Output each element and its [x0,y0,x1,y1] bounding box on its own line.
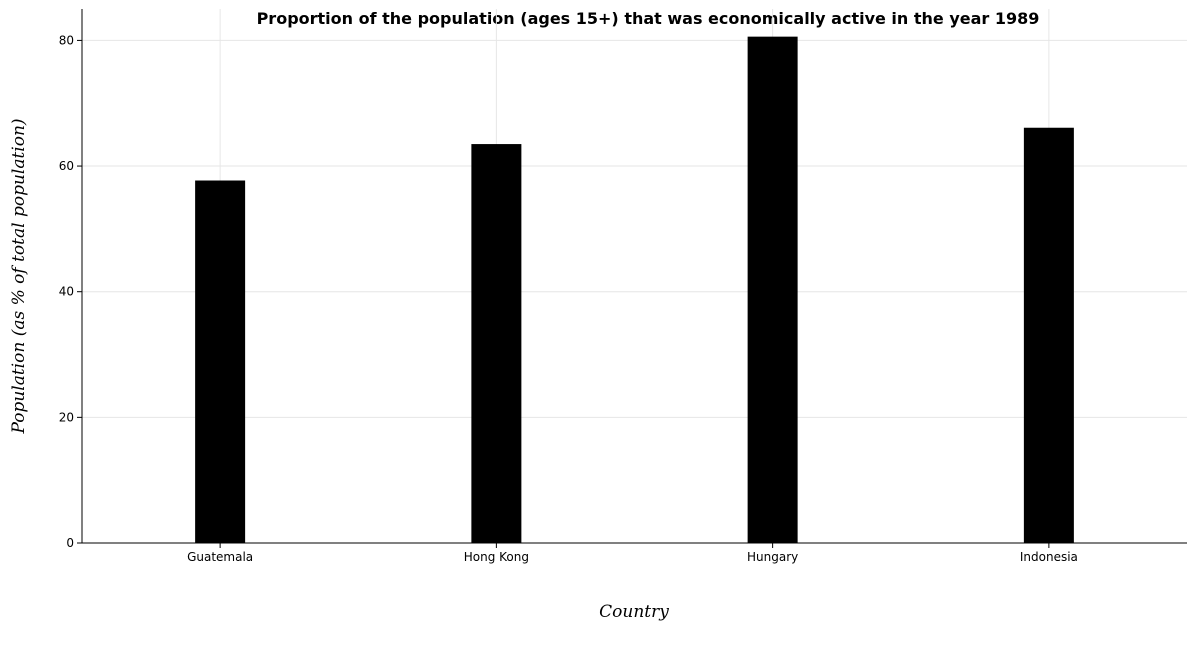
y-axis-label: Population (as % of total population) [9,118,29,434]
y-tick-label: 20 [59,410,74,424]
y-tick-label: 0 [66,536,74,550]
x-ticks: Guatemala Hong Kong Hungary Indonesia [187,543,1078,564]
y-ticks: 0 20 40 60 80 [59,33,82,550]
bar [195,180,246,543]
bar [1023,127,1074,543]
gridlines [82,9,1187,544]
x-tick-label: Hungary [747,550,798,564]
x-tick-label: Indonesia [1020,550,1078,564]
x-tick-label: Guatemala [187,550,253,564]
bar [747,36,798,543]
x-axis-label: Country [599,602,669,622]
y-tick-label: 60 [59,159,74,173]
bars [195,36,1074,543]
axes [81,9,1187,544]
chart-title: Proportion of the population (ages 15+) … [257,9,1040,28]
y-tick-label: 80 [59,33,74,47]
x-tick-label: Hong Kong [464,550,529,564]
y-tick-label: 40 [59,285,74,299]
bar [471,144,522,543]
